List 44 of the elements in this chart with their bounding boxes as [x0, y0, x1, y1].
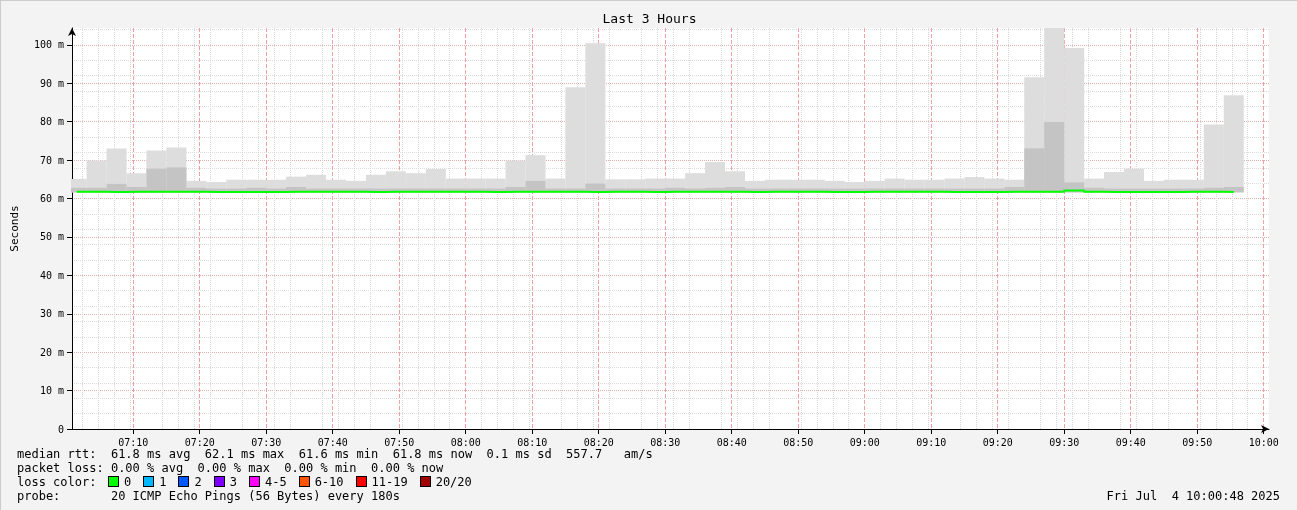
x-tick-label: 08:50 [783, 436, 814, 448]
y-axis-title: Seconds [8, 205, 21, 252]
text: loss color: [17, 475, 97, 489]
y-tick-label: 0 [57, 423, 64, 435]
x-tick-label: 08:40 [716, 436, 747, 448]
x-tick-label: 09:40 [1115, 436, 1146, 448]
x-tick-label: 07:50 [384, 436, 415, 448]
text: probe: 20 ICMP Echo Pings (56 Bytes) every 180s [17, 489, 400, 503]
text: packet loss: 0.00 % avg 0.00 % max 0.00 % min 0.00 % now [17, 461, 444, 475]
y-tick-label: 10 m [39, 385, 64, 397]
x-tick-label: 08:10 [517, 436, 548, 448]
x-tick-label: 08:20 [583, 436, 614, 448]
x-tick-label: 07:10 [118, 436, 149, 448]
x-tick-label: 09:10 [916, 436, 947, 448]
y-tick-label: 30 m [39, 308, 64, 320]
text: 6-10 [314, 475, 344, 489]
text: 0 [124, 475, 132, 489]
text: 20/20 [435, 475, 472, 489]
y-tick-label: 70 m [39, 154, 64, 166]
text: 4-5 [264, 475, 287, 489]
y-tick-label: 90 m [39, 77, 64, 89]
x-tick-label: 07:30 [251, 436, 282, 448]
text: 3 [229, 475, 237, 489]
x-tick-label: 09:20 [982, 436, 1013, 448]
x-tick-label: 08:00 [450, 436, 481, 448]
y-tick-label: 20 m [39, 346, 64, 358]
text: median rtt: 61.8 ms avg 62.1 ms max 61.6 ms min 61.8 ms now 0.1 ms sd 557.7 am/s [17, 447, 653, 461]
y-tick-label: 50 m [39, 231, 64, 243]
x-tick-label: 07:40 [317, 436, 348, 448]
y-tick-label: 60 m [39, 193, 64, 205]
x-tick-label: 07:20 [184, 436, 215, 448]
x-tick-label: 08:30 [650, 436, 681, 448]
y-tick-label: 100 m [33, 39, 64, 51]
y-tick-label: 80 m [39, 116, 64, 128]
text: Fri Jul 4 10:00:48 2025 [1106, 489, 1280, 503]
x-tick-label: 09:30 [1049, 436, 1080, 448]
x-tick-label: 10:00 [1248, 436, 1279, 448]
text: 2 [194, 475, 202, 489]
x-tick-label: 09:00 [849, 436, 880, 448]
text: 1 [159, 475, 167, 489]
x-tick-label: 09:50 [1182, 436, 1213, 448]
y-tick-label: 40 m [39, 269, 64, 281]
text: 11-19 [371, 475, 408, 489]
chart-title: Last 3 Hours [602, 11, 697, 26]
